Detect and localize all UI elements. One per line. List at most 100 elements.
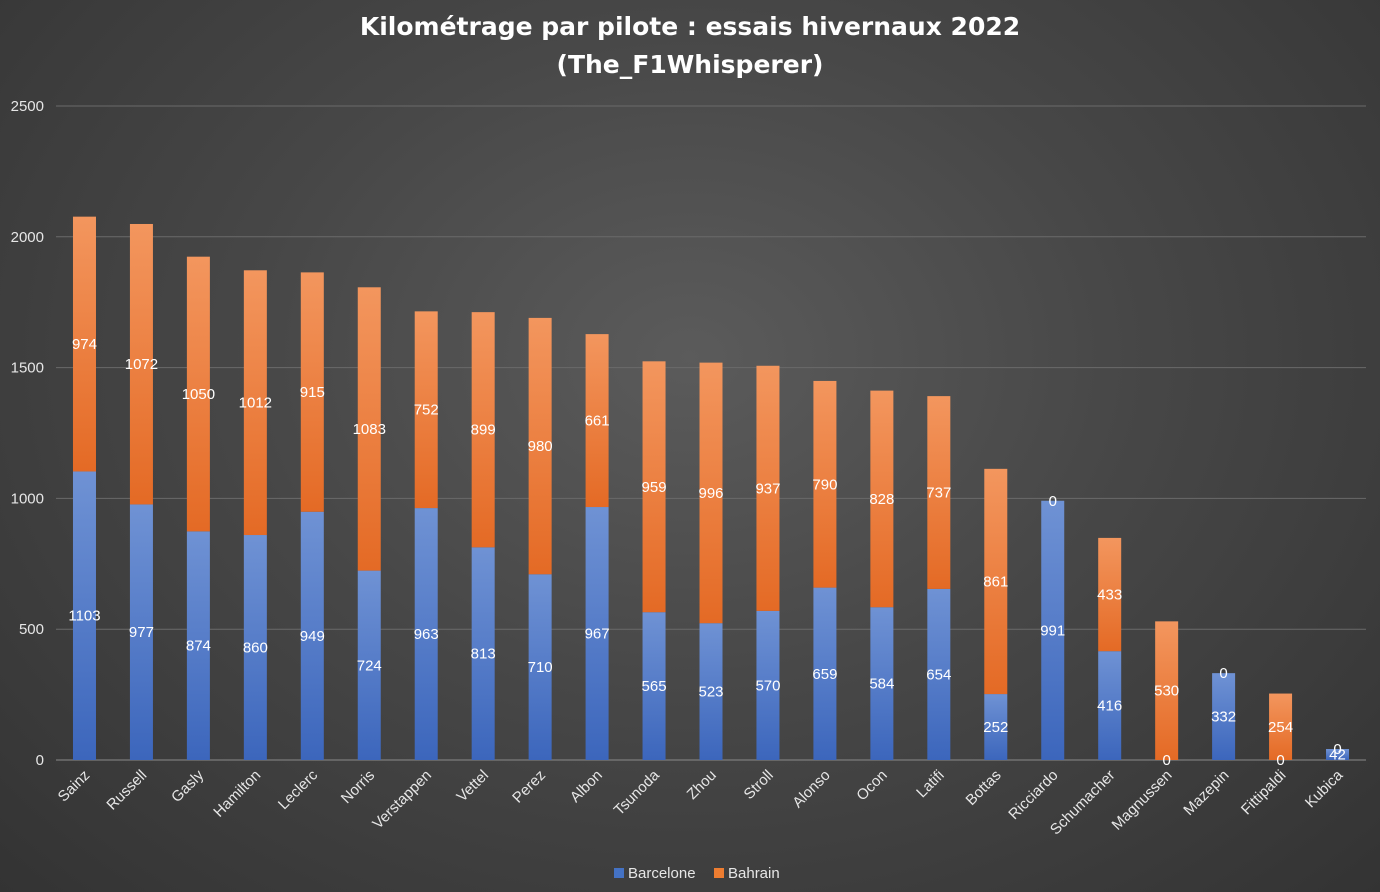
data-label-bahrain: 0	[1333, 741, 1341, 758]
bar-bahrain	[870, 390, 894, 608]
bar-bahrain	[1155, 621, 1179, 760]
x-tick-label: Mazepin	[1180, 767, 1232, 819]
bar-bahrain	[813, 380, 837, 588]
y-tick-label: 500	[19, 621, 44, 638]
x-tick-label: Tsunoda	[611, 766, 664, 819]
y-tick-label: 1000	[11, 490, 44, 507]
data-label-barcelone: 565	[642, 678, 667, 695]
x-tick-label: Bottas	[963, 767, 1005, 809]
bar-barcelone	[870, 607, 894, 760]
x-tick-label: Gasly	[168, 766, 207, 805]
legend-label: Barcelone	[628, 865, 696, 882]
x-tick-label: Fittipaldi	[1238, 767, 1290, 819]
x-tick-label: Hamilton	[210, 767, 264, 821]
x-tick-label: Verstappen	[369, 767, 435, 833]
bar-barcelone	[357, 570, 381, 760]
x-tick-label: Perez	[509, 767, 549, 807]
x-tick-label: Ricciardo	[1005, 767, 1061, 823]
data-label-barcelone: 0	[1276, 752, 1284, 769]
bar-barcelone	[642, 612, 666, 760]
y-tick-label: 2500	[11, 98, 44, 115]
x-tick-label: Zhou	[684, 767, 720, 803]
data-label-barcelone: 963	[414, 626, 439, 643]
data-label-bahrain: 937	[755, 480, 780, 497]
bar-bahrain	[984, 468, 1008, 695]
x-tick-label: Alonso	[789, 767, 833, 811]
data-label-bahrain: 661	[585, 413, 610, 430]
x-tick-label: Norris	[338, 767, 378, 807]
bar-barcelone	[585, 507, 609, 760]
data-label-bahrain: 254	[1268, 719, 1293, 736]
x-tick-label: Vettel	[453, 767, 492, 806]
data-label-barcelone: 570	[755, 677, 780, 694]
data-label-barcelone: 813	[471, 646, 496, 663]
bar-barcelone	[414, 508, 438, 760]
bar-bahrain	[1269, 693, 1293, 760]
bar-barcelone	[471, 547, 495, 760]
data-label-bahrain: 530	[1154, 683, 1179, 700]
bar-bahrain	[414, 311, 438, 509]
data-label-barcelone: 42	[1329, 747, 1346, 764]
data-label-bahrain: 0	[1219, 665, 1227, 682]
data-label-bahrain: 959	[642, 479, 667, 496]
data-label-barcelone: 1103	[68, 608, 100, 625]
bar-bahrain	[585, 334, 609, 508]
x-tick-label: Leclerc	[275, 766, 322, 813]
data-label-bahrain: 915	[300, 384, 325, 401]
data-label-barcelone: 710	[528, 659, 553, 676]
data-label-barcelone: 252	[983, 719, 1008, 736]
bar-barcelone	[699, 623, 723, 760]
data-label-barcelone: 332	[1211, 709, 1236, 726]
chart-title: Kilométrage par pilote : essais hivernau…	[359, 12, 1021, 41]
data-label-barcelone: 659	[812, 666, 837, 683]
bar-bahrain	[927, 396, 951, 589]
bar-barcelone	[1041, 500, 1065, 760]
data-label-bahrain: 1050	[182, 386, 215, 403]
data-label-bahrain: 980	[528, 438, 553, 455]
x-tick-label: Stroll	[741, 767, 777, 803]
bar-bahrain	[72, 216, 96, 472]
data-label-barcelone: 584	[869, 676, 894, 693]
bar-bahrain	[300, 272, 324, 512]
data-label-barcelone: 0	[1162, 752, 1170, 769]
bar-bahrain	[699, 362, 723, 624]
bar-barcelone	[927, 588, 951, 760]
bar-barcelone	[813, 587, 837, 760]
y-tick-label: 0	[36, 752, 44, 769]
bar-bahrain	[642, 361, 666, 613]
bar-barcelone	[72, 471, 96, 760]
bar-bahrain	[1098, 537, 1122, 652]
data-label-barcelone: 967	[585, 626, 610, 643]
x-tick-label: Ocon	[853, 767, 890, 804]
data-label-bahrain: 828	[869, 491, 894, 508]
data-label-barcelone: 977	[129, 624, 154, 641]
data-label-bahrain: 996	[698, 485, 723, 502]
bar-bahrain	[129, 223, 153, 505]
data-label-barcelone: 860	[243, 640, 268, 657]
legend-label: Bahrain	[728, 865, 780, 882]
bar-barcelone	[300, 511, 324, 760]
data-label-bahrain: 1012	[239, 395, 272, 412]
x-tick-label: Russell	[103, 767, 150, 814]
data-label-barcelone: 416	[1097, 698, 1122, 715]
x-tick-label: Albon	[567, 767, 606, 806]
bar-barcelone	[756, 610, 780, 760]
x-tick-label: Kubica	[1302, 766, 1347, 811]
legend-swatch	[714, 868, 724, 878]
x-tick-label: Sainz	[55, 767, 94, 806]
chart-subtitle: (The_F1Whisperer)	[556, 50, 824, 79]
data-label-barcelone: 724	[357, 657, 382, 674]
data-label-barcelone: 949	[300, 628, 325, 645]
bar-barcelone	[243, 535, 267, 760]
data-label-barcelone: 654	[926, 666, 951, 683]
bar-bahrain	[186, 256, 210, 532]
data-label-barcelone: 874	[186, 638, 211, 655]
bar-barcelone	[984, 694, 1008, 760]
bar-bahrain	[528, 317, 552, 575]
bar-barcelone	[129, 504, 153, 760]
data-label-bahrain: 0	[1049, 493, 1057, 510]
data-label-bahrain: 861	[983, 573, 1008, 590]
data-label-bahrain: 752	[414, 402, 439, 419]
bar-bahrain	[243, 270, 267, 536]
